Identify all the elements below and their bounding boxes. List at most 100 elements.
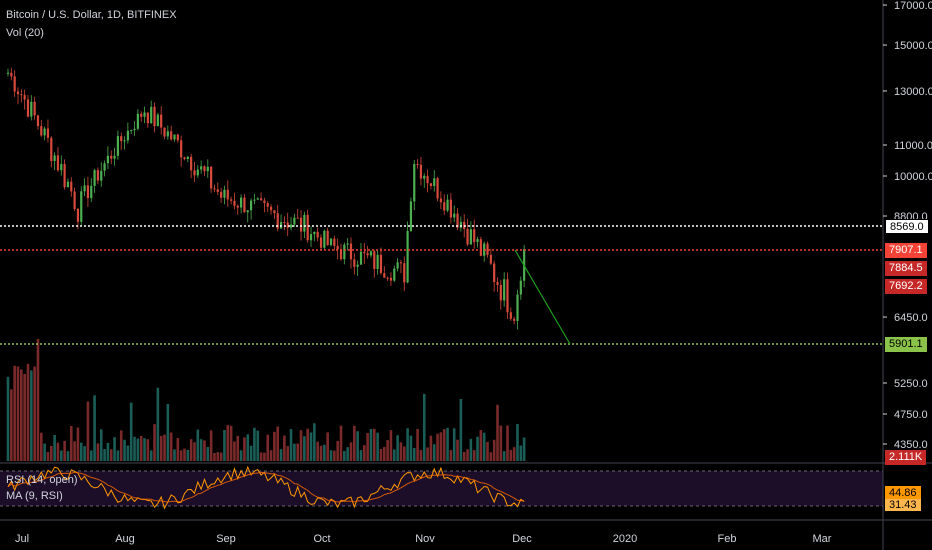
- candle-body: [113, 155, 116, 159]
- volume-bar: [213, 452, 216, 461]
- volume-bar: [33, 366, 36, 461]
- volume-bar: [472, 450, 476, 461]
- symbol-legend[interactable]: Bitcoin / U.S. Dollar, 1D, BITFINEX: [6, 9, 177, 21]
- volume-bar: [333, 450, 336, 461]
- volume-bar: [392, 449, 396, 461]
- price-tick: 4350.0: [894, 439, 928, 451]
- volume-bar: [353, 425, 356, 461]
- candle-body: [306, 214, 309, 241]
- candle-body: [503, 279, 506, 301]
- volume-bar: [59, 450, 63, 461]
- candle-body: [213, 188, 216, 190]
- candle-body: [173, 134, 176, 140]
- volume-bar: [226, 425, 230, 461]
- candle-body: [230, 199, 233, 201]
- candle-body: [333, 238, 336, 246]
- volume-bar: [30, 370, 33, 461]
- volume-bar: [129, 402, 133, 461]
- candle-body: [56, 155, 60, 171]
- volume-bar: [406, 428, 409, 461]
- volume-bar: [40, 432, 43, 461]
- trend-line[interactable]: [514, 249, 571, 345]
- volume-bar: [319, 445, 323, 461]
- volume-bar: [336, 440, 339, 461]
- candle-body: [456, 213, 459, 228]
- candle-body: [93, 170, 96, 186]
- candle-body: [519, 280, 522, 295]
- volume-bar: [153, 424, 156, 461]
- candle-body: [419, 164, 423, 179]
- candle-body: [123, 140, 126, 142]
- volume-bar: [509, 449, 513, 461]
- volume-bar: [186, 449, 190, 461]
- candle-body: [416, 164, 419, 166]
- candle-body: [319, 237, 323, 248]
- candle-body: [313, 231, 316, 235]
- time-tick: Dec: [512, 533, 532, 545]
- volume-bar: [256, 430, 260, 461]
- candle-body: [33, 101, 36, 116]
- candle-body: [223, 189, 226, 198]
- volume-bar: [412, 447, 416, 461]
- volume-bar: [343, 451, 346, 461]
- candle-body: [26, 99, 30, 117]
- volume-value-label: 2.111K: [885, 450, 927, 465]
- volume-bar: [136, 438, 140, 461]
- candle-body: [160, 114, 163, 128]
- rsi-ma-line: [7, 471, 525, 503]
- volume-bar: [269, 450, 273, 461]
- candle-body: [423, 175, 426, 179]
- open-price-label: 7692.2: [885, 279, 927, 294]
- volume-bar: [349, 442, 353, 461]
- candle-body: [10, 72, 13, 77]
- candle-body: [203, 166, 206, 172]
- candle-body: [469, 229, 472, 245]
- candle-body: [329, 238, 333, 245]
- volume-bar: [452, 428, 456, 461]
- candle-body: [120, 136, 123, 142]
- volume-bar: [189, 439, 193, 461]
- volume-bar: [233, 441, 236, 461]
- rsi-value-label: 44.86: [885, 486, 921, 501]
- volume-bar: [432, 444, 436, 461]
- rsi-ma-legend[interactable]: MA (9, RSI): [6, 490, 63, 502]
- candle-body: [146, 112, 149, 124]
- candle-body: [206, 166, 209, 172]
- volume-bar: [439, 432, 443, 461]
- volume-bar: [10, 389, 13, 461]
- volume-bar: [169, 432, 173, 461]
- candle-body: [180, 140, 183, 158]
- volume-bar: [482, 432, 486, 461]
- candle-body: [50, 137, 53, 162]
- candle-body: [70, 181, 73, 192]
- volume-bar: [449, 450, 453, 461]
- volume-bar: [486, 441, 489, 461]
- volume-bar: [442, 429, 446, 461]
- volume-bar: [462, 451, 466, 461]
- candle-body: [86, 185, 90, 199]
- candle-body: [403, 263, 406, 283]
- candle-body: [476, 239, 479, 243]
- candle-body: [36, 115, 40, 127]
- volume-bar: [516, 424, 519, 461]
- time-tick: 2020: [613, 533, 637, 545]
- volume-bar: [429, 435, 433, 461]
- candle-body: [506, 279, 509, 313]
- volume-bar: [359, 450, 363, 461]
- candle-body: [136, 113, 139, 129]
- volume-bar: [113, 437, 116, 461]
- volume-bar: [229, 425, 233, 461]
- last-price-label: 7884.5: [885, 261, 927, 276]
- candle-body: [73, 191, 76, 209]
- candle-body: [356, 264, 359, 267]
- volume-legend[interactable]: Vol (20): [6, 27, 44, 39]
- time-tick: Sep: [216, 533, 236, 545]
- volume-bar: [396, 435, 399, 461]
- volume-bar: [246, 434, 250, 461]
- volume-bar: [522, 437, 526, 461]
- rsi-legend[interactable]: RSI (14, open): [6, 474, 78, 486]
- candle-body: [336, 245, 339, 250]
- candle-body: [126, 130, 129, 141]
- candle-body: [263, 200, 266, 204]
